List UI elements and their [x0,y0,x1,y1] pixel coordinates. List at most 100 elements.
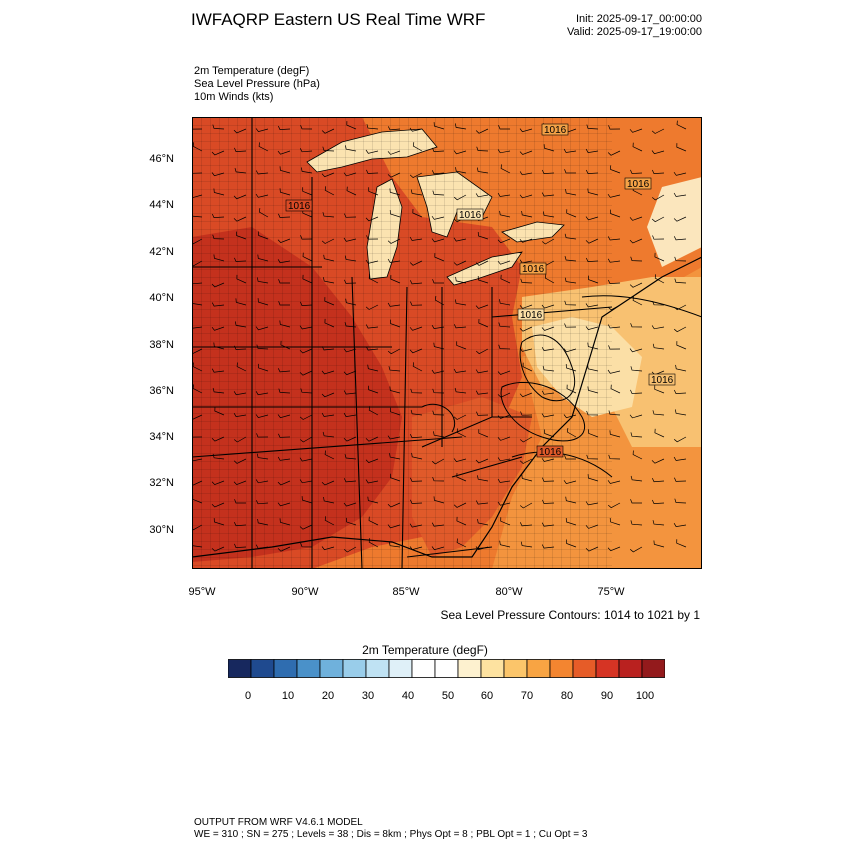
wind-barb [608,410,621,416]
wind-barb [258,231,269,240]
lat-label: 46°N [149,153,174,165]
wind-barb [277,238,291,244]
wind-barb [192,128,203,130]
wind-barb [257,298,269,306]
wind-barb [432,476,445,482]
wind-barb [278,213,291,218]
wind-barb [432,279,444,284]
wind-barb [343,502,357,507]
wind-barb [610,165,621,174]
field-temperature: 2m Temperature (degF) [194,65,310,77]
contour-label: 1016 [651,375,674,386]
colorbar-box [273,659,298,678]
wind-barb [236,274,247,284]
wind-barb [433,496,445,504]
wind-barb [630,499,642,504]
wind-barb [654,385,665,394]
contour-labels: 1016 1016 1016 1016 1016 1016 1016 1016 [285,123,676,458]
wind-barb [630,366,643,372]
wind-barb [499,299,511,306]
wind-barb [563,348,577,353]
wind-barb [344,322,357,328]
wind-barb [630,256,643,262]
wind-barb [365,479,379,484]
wind-barb [520,278,533,284]
wind-barb [278,433,291,438]
coastline [192,256,702,558]
wind-barb [651,194,665,201]
wind-barb [652,410,665,416]
wind-barb [343,237,357,242]
wind-barb [411,452,423,460]
wind-barb [630,432,643,438]
wind-barb [277,502,291,507]
wind-barb [302,187,313,196]
wind-barb [279,320,291,328]
wind-barb [345,145,357,152]
temperature-colorbar [228,659,665,678]
wind-barb [233,413,247,417]
wind-barb [301,496,313,504]
wind-barb [211,502,225,508]
wind-barb [321,370,335,375]
wind-barb [233,521,247,527]
model-footer: OUTPUT FROM WRF V4.6.1 MODEL WE = 310 ; … [194,817,587,841]
wind-barb [651,216,665,223]
wind-barb [566,428,577,438]
wind-barb [368,516,379,526]
wind-barb [541,304,555,309]
wind-barb [212,234,225,240]
wind-barb [587,188,599,196]
wind-barb [300,388,313,394]
slp-contour-note: Sea Level Pressure Contours: 1014 to 102… [440,608,701,622]
wind-barb [322,146,335,152]
wind-barb [543,144,555,152]
wind-barb [387,435,401,440]
contour-label: 1016 [539,447,562,458]
wind-barb [258,142,269,152]
wind-barb [257,363,269,372]
wind-barb [588,429,599,438]
wind-barb [299,524,313,530]
wind-barb [324,297,335,306]
wind-barb [607,480,621,484]
wind-barb [255,128,269,132]
wind-barb [410,477,423,482]
wind-barb [475,260,489,266]
wind-barb [431,170,445,175]
wind-barb [324,318,335,328]
wind-barb [192,362,203,372]
lat-label: 44°N [149,199,174,211]
wind-barb [344,213,357,218]
wind-barb [651,150,665,155]
wind-barb [632,142,643,152]
wind-barb [675,364,687,372]
wind-barb [234,147,247,152]
wind-barb [563,414,577,419]
wind-barb [521,474,533,482]
wind-barb [651,477,665,483]
wind-barb [654,428,665,438]
wind-barb [256,453,269,460]
wind-barb [390,407,401,416]
wind-barb [629,216,643,221]
wind-barb [365,149,379,154]
wind-barb [456,341,467,350]
wind-barb [365,304,379,310]
wind-barb [541,192,555,197]
wind-barb [409,260,423,266]
wind-barb [346,121,357,130]
wind-barb [673,389,687,394]
colorbar-box [411,659,436,678]
wind-barb [674,498,687,504]
wind-barb [323,277,335,284]
wind-barb [475,390,489,395]
wind-barb [321,346,335,351]
wind-barb [497,149,511,154]
wind-barb [498,322,511,328]
colorbar-label: 50 [441,690,455,702]
wind-barb [431,522,445,527]
wind-barb [632,450,643,460]
wind-barb [343,478,357,483]
wind-barb [277,456,291,461]
